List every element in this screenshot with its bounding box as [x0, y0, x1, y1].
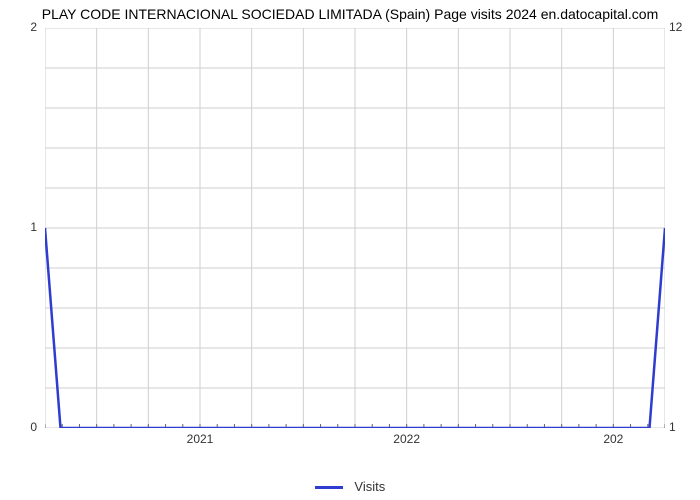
ytick-label-left: 2: [0, 20, 37, 34]
ytick-label-right: 12: [669, 20, 682, 34]
xtick-label: 2021: [175, 432, 225, 446]
chart-plot: [45, 28, 665, 428]
legend-swatch: [315, 486, 343, 489]
ytick-label-left: 1: [0, 220, 37, 234]
xtick-label: 202: [588, 432, 638, 446]
legend-label: Visits: [354, 479, 385, 494]
legend: Visits: [0, 479, 700, 494]
ytick-label-left: 0: [0, 420, 37, 434]
grid: [45, 28, 665, 428]
ytick-label-right: 1: [669, 420, 676, 434]
chart-title: PLAY CODE INTERNACIONAL SOCIEDAD LIMITAD…: [0, 6, 700, 22]
xtick-label: 2022: [382, 432, 432, 446]
